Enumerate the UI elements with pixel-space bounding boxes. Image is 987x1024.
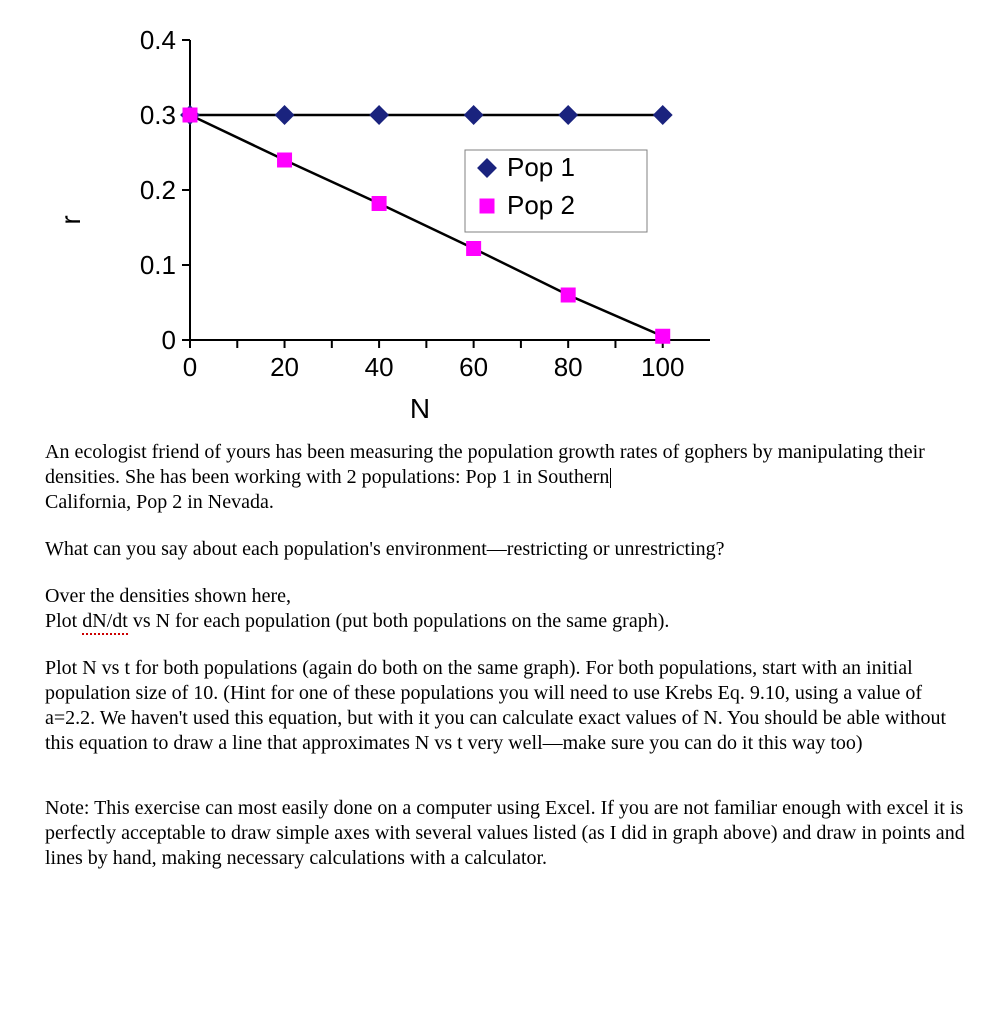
- intro-line2: California, Pop 2 in Nevada.: [45, 491, 274, 513]
- svg-text:100: 100: [641, 352, 684, 382]
- svg-text:Pop 2: Pop 2: [507, 190, 575, 220]
- paragraph-q1: What can you say about each population's…: [45, 537, 967, 562]
- svg-text:60: 60: [459, 352, 488, 382]
- svg-text:20: 20: [270, 352, 299, 382]
- svg-text:0: 0: [162, 325, 176, 355]
- svg-text:0.3: 0.3: [140, 100, 176, 130]
- svg-text:N: N: [410, 393, 430, 424]
- svg-text:0.4: 0.4: [140, 25, 176, 55]
- q2-pre: Plot: [45, 610, 82, 632]
- svg-text:40: 40: [365, 352, 394, 382]
- paragraph-note: Note: This exercise can most easily done…: [45, 796, 967, 871]
- paragraph-intro: An ecologist friend of yours has been me…: [45, 440, 967, 515]
- chart-svg: 0 0.1 0.2 0.3 0.4 0 20 40 60 80 100 Nr Pop 1 Pop 2: [60, 20, 810, 440]
- intro-line1: An ecologist friend of yours has been me…: [45, 441, 925, 488]
- q2-post: vs N for each population (put both popul…: [128, 610, 670, 632]
- q2-line1: Over the densities shown here,: [45, 585, 291, 607]
- svg-text:0: 0: [183, 352, 197, 382]
- paragraph-q3: Plot N vs t for both populations (again …: [45, 656, 967, 756]
- text-cursor: [610, 468, 611, 488]
- page: 0 0.1 0.2 0.3 0.4 0 20 40 60 80 100 Nr Pop 1 Pop 2 An…: [0, 0, 987, 923]
- spellcheck-underline: dN/dt: [82, 610, 128, 635]
- chart-container: 0 0.1 0.2 0.3 0.4 0 20 40 60 80 100 Nr Pop 1 Pop 2: [0, 0, 810, 440]
- svg-text:0.1: 0.1: [140, 250, 176, 280]
- paragraph-q2: Over the densities shown here, Plot dN/d…: [45, 584, 967, 634]
- question-text: An ecologist friend of yours has been me…: [0, 440, 987, 871]
- svg-text:80: 80: [554, 352, 583, 382]
- svg-text:r: r: [60, 215, 86, 224]
- svg-text:Pop 1: Pop 1: [507, 152, 575, 182]
- svg-text:0.2: 0.2: [140, 175, 176, 205]
